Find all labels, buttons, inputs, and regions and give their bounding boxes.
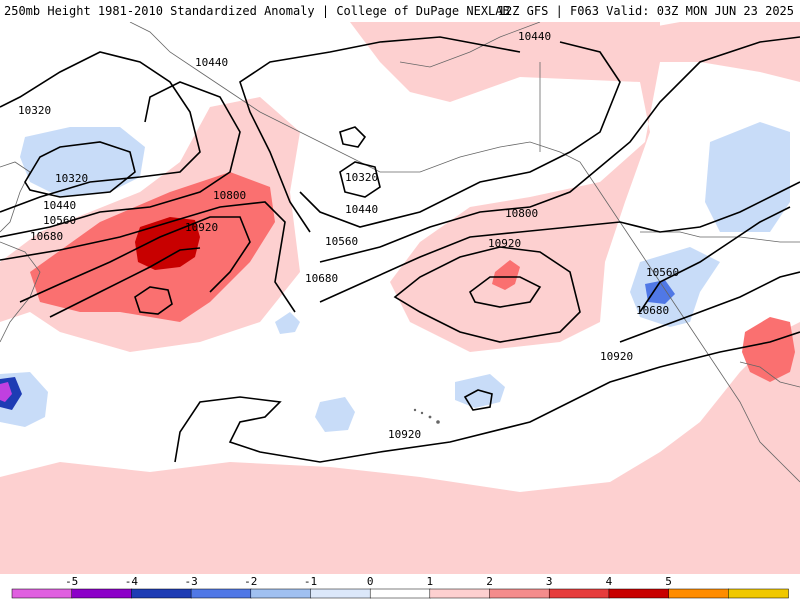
contour-10920-central: [468, 276, 542, 308]
colorbar: -5 -4 -3 -2 -1 0 1 2 3 4 5: [0, 574, 800, 600]
map-title: 250mb Height 1981-2010 Standardized Anom…: [4, 4, 510, 18]
contour-10320-low: [24, 141, 136, 198]
contour-label: 10920: [488, 237, 521, 250]
island-marker: [428, 415, 432, 419]
contour-label: 10920: [185, 221, 218, 234]
contour-label: 10320: [18, 104, 51, 117]
contour-10920-closed: [134, 286, 173, 315]
colorbar-tick-label: 3: [546, 575, 553, 588]
colorbar-block: [668, 588, 730, 599]
colorbar-labels: -5 -4 -3 -2 -1 0 1 2 3 4 5: [65, 575, 672, 588]
contour-10920-closed-small: [463, 389, 493, 411]
contour-10800-west: [19, 216, 251, 303]
island-marker: [436, 420, 440, 424]
colorbar-tick-label: 0: [367, 575, 374, 588]
colorbar-tick-label: -1: [304, 575, 317, 588]
contour-label: 10680: [305, 272, 338, 285]
contour-10440-west: [0, 51, 201, 213]
contour-label: 10680: [30, 230, 63, 243]
colorbar-block: [11, 588, 73, 599]
anomaly-map: 10320 10440 10320 10440 10560 10680 1080…: [0, 22, 800, 574]
colorbar-tick-label: -2: [244, 575, 257, 588]
contour-10440-arc: [299, 41, 621, 228]
contour-10680-east: [619, 271, 800, 343]
contour-10920-south: [174, 331, 800, 463]
contour-10920-west: [49, 247, 201, 318]
contour-label: 10800: [213, 189, 246, 202]
contour-label: 10560: [646, 266, 679, 279]
colorbar-tick-label: -3: [184, 575, 197, 588]
title-bar: 250mb Height 1981-2010 Standardized Anom…: [0, 0, 800, 22]
colorbar-block: [728, 588, 789, 599]
border-us-canada: [640, 231, 800, 243]
contour-label: 10680: [636, 304, 669, 317]
contour-label: 10800: [505, 207, 538, 220]
contour-10680-west: [0, 201, 296, 313]
height-contours: [0, 36, 800, 463]
contour-label: 10440: [195, 56, 228, 69]
contour-label: 10440: [345, 203, 378, 216]
colorbar-block: [429, 588, 491, 599]
contour-label: 10560: [43, 214, 76, 227]
colorbar-block: [190, 588, 252, 599]
contour-10560-central: [319, 36, 800, 263]
contour-small-closed: [339, 126, 367, 148]
colorbar-blocks: [11, 588, 789, 599]
colorbar-block: [369, 588, 431, 599]
model-run-info: 12Z GFS | F063 Valid: 03Z MON JUN 23 202…: [497, 4, 794, 18]
anomaly-blue-coast: [630, 247, 720, 327]
colorbar-tick-label: -5: [65, 575, 78, 588]
island-marker: [420, 411, 424, 415]
contour-label: 10920: [388, 428, 421, 441]
map-panel: 10320 10440 10320 10440 10560 10680 1080…: [0, 22, 800, 574]
colorbar-block: [548, 588, 610, 599]
contour-label: 10440: [518, 30, 551, 43]
colorbar-block: [489, 588, 550, 599]
contour-label: 10440: [43, 199, 76, 212]
contour-10560-west: [0, 81, 241, 238]
contour-10800-central: [393, 246, 581, 343]
anomaly-pink-north-pacific: [350, 22, 660, 352]
colorbar-block: [131, 588, 192, 599]
coast-alaska-north: [399, 22, 541, 68]
anomaly-red-central: [492, 260, 520, 290]
coast-kuril-japan: [0, 241, 41, 343]
anomaly-darkred-west: [135, 217, 200, 270]
contour-label: 10320: [55, 172, 88, 185]
anomaly-purple-southwest: [0, 382, 12, 402]
colorbar-tick-label: 2: [486, 575, 493, 588]
colorbar-svg: -5 -4 -3 -2 -1 0 1 2 3 4 5: [11, 575, 789, 599]
contour-labels: 10320 10440 10320 10440 10560 10680 1080…: [18, 30, 679, 441]
colorbar-block: [250, 588, 312, 599]
colorbar-tick-label: 1: [426, 575, 433, 588]
hawaiian-islands: [413, 408, 440, 424]
contour-label: 10920: [600, 350, 633, 363]
contour-label: 10560: [325, 235, 358, 248]
colorbar-block: [71, 588, 133, 599]
colorbar-tick-label: -4: [125, 575, 139, 588]
anomaly-pink-south: [0, 322, 800, 574]
strong-positive-regions: [135, 217, 200, 270]
contour-10440-central: [239, 36, 521, 233]
strong-negative-regions: [0, 280, 675, 410]
anomaly-pink-northeast: [625, 22, 800, 82]
coast-alaska-west-na: [129, 22, 800, 483]
colorbar-block: [310, 588, 371, 599]
anomaly-blue-northeast: [705, 122, 790, 232]
colorbar-tick-label: 4: [606, 575, 613, 588]
anomaly-blue-small-3: [315, 397, 355, 432]
contour-label: 10320: [345, 171, 378, 184]
anomaly-blue-small-1: [275, 312, 300, 334]
contour-10560-east: [639, 206, 791, 313]
contour-10320-closed: [339, 161, 381, 198]
anomaly-blue-strong-coast: [645, 280, 675, 304]
island-marker: [413, 408, 417, 412]
colorbar-tick-label: 5: [665, 575, 672, 588]
contour-10680-central: [319, 181, 800, 303]
colorbar-block: [608, 588, 670, 599]
border-us-mexico: [739, 361, 800, 388]
